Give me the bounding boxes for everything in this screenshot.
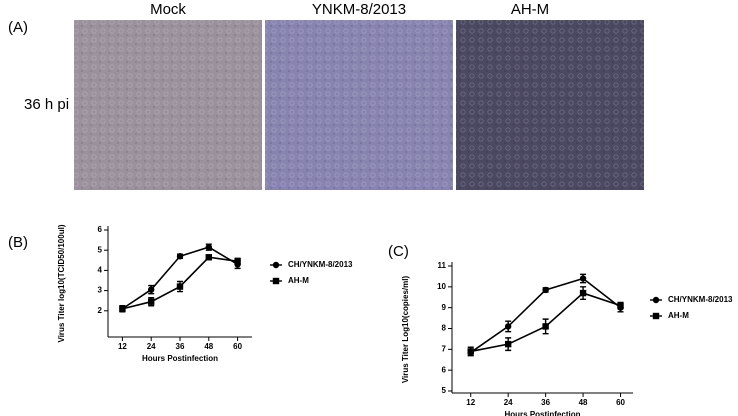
x-axis-title: Hours Postinfection bbox=[504, 410, 580, 416]
micrograph-texture bbox=[456, 20, 644, 190]
y-tick-label: 10 bbox=[437, 282, 446, 291]
marker bbox=[542, 323, 549, 330]
x-tick-label: 24 bbox=[147, 342, 156, 351]
x-tick-label: 12 bbox=[466, 398, 475, 407]
micrograph-texture bbox=[265, 20, 453, 190]
panel-label: (A) bbox=[8, 19, 28, 36]
y-tick-label: 4 bbox=[98, 266, 103, 275]
row-label: 36 h pi bbox=[24, 96, 69, 113]
x-tick-label: 24 bbox=[504, 398, 513, 407]
x-tick-label: 48 bbox=[204, 342, 213, 351]
x-tick-label: 36 bbox=[541, 398, 550, 407]
x-tick-label: 36 bbox=[176, 342, 185, 351]
marker bbox=[205, 243, 212, 251]
x-tick-label: 48 bbox=[579, 398, 588, 407]
marker bbox=[176, 283, 184, 290]
marker bbox=[119, 305, 126, 312]
legend-label: CH/YNKM-8/2013 bbox=[668, 295, 733, 304]
micrograph-texture bbox=[74, 20, 262, 190]
legend-label: AH-M bbox=[288, 276, 309, 285]
y-tick-label: 8 bbox=[442, 324, 447, 333]
column-label: YNKM-8/2013 bbox=[312, 1, 406, 18]
y-tick-label: 2 bbox=[98, 306, 103, 315]
column-label: Mock bbox=[150, 1, 186, 18]
y-tick-label: 11 bbox=[438, 261, 447, 270]
y-tick-label: 7 bbox=[442, 344, 447, 353]
y-tick-label: 6 bbox=[98, 225, 103, 234]
legend-marker bbox=[272, 261, 280, 269]
y-axis-title: Virus Titer log10(TCID50/100ul) bbox=[57, 224, 66, 342]
marker bbox=[542, 286, 549, 294]
x-tick-label: 60 bbox=[616, 398, 625, 407]
marker bbox=[504, 323, 512, 330]
y-axis-title: Virus Titer Log10(copies/ml) bbox=[401, 276, 410, 384]
y-tick-label: 5 bbox=[442, 386, 447, 395]
panel-label: (B) bbox=[8, 234, 28, 251]
y-tick-label: 9 bbox=[442, 303, 447, 312]
marker bbox=[579, 275, 587, 282]
marker bbox=[176, 253, 184, 260]
marker bbox=[205, 254, 212, 261]
legend-label: CH/YNKM-8/2013 bbox=[288, 260, 353, 269]
legend-marker bbox=[272, 277, 280, 285]
marker bbox=[148, 286, 155, 293]
y-tick-label: 3 bbox=[98, 286, 103, 295]
column-label: AH-M bbox=[511, 1, 549, 18]
marker bbox=[504, 340, 512, 348]
legend-label: AH-M bbox=[668, 311, 689, 320]
x-tick-label: 12 bbox=[118, 342, 127, 351]
marker bbox=[617, 302, 624, 309]
x-axis-title: Hours Postinfection bbox=[142, 354, 218, 363]
x-tick-label: 60 bbox=[233, 342, 242, 351]
legend-marker bbox=[652, 296, 660, 304]
y-tick-label: 6 bbox=[442, 365, 447, 374]
marker bbox=[467, 348, 474, 355]
marker bbox=[148, 298, 155, 305]
y-tick-label: 5 bbox=[98, 245, 103, 254]
panel-label: (C) bbox=[388, 243, 409, 260]
marker bbox=[234, 258, 241, 265]
marker bbox=[579, 289, 587, 297]
legend-marker bbox=[652, 312, 660, 320]
